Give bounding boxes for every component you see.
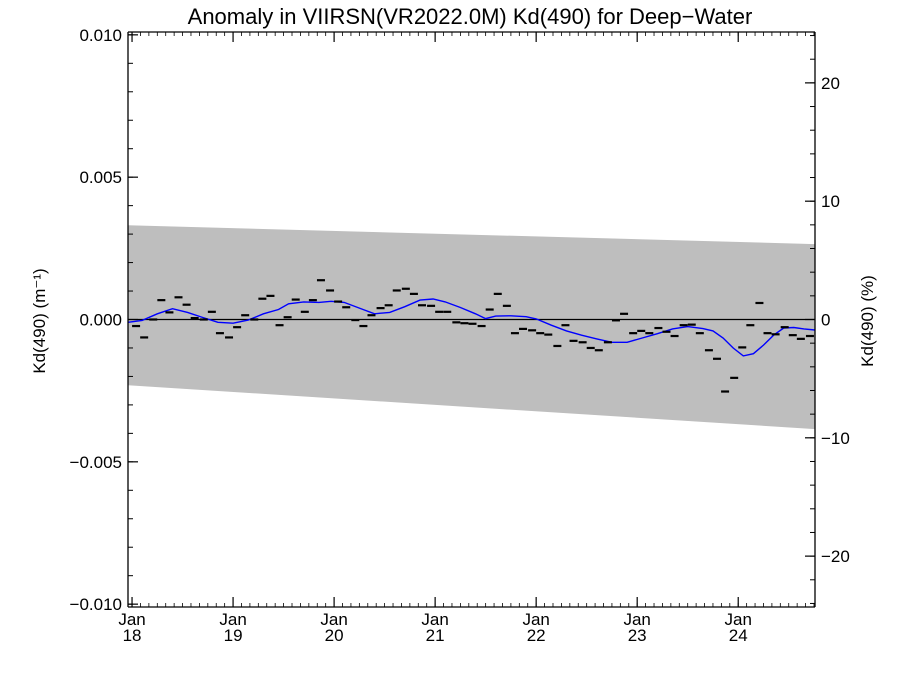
x-tick-label-year: 21: [426, 626, 445, 645]
x-tick-label-month: Jan: [320, 610, 347, 629]
x-tick-label-year: 19: [224, 626, 243, 645]
chart-title: Anomaly in VIIRSN(VR2022.0M) Kd(490) for…: [188, 4, 753, 29]
x-tick-label-year: 20: [325, 626, 344, 645]
smoothed-line-layer: [127, 298, 816, 357]
ticks-layer: 0.010 0.005 0.000 −0.005 −0.010 20 10 0 −10 −20 Ja…: [70, 26, 850, 645]
uncertainty-band-layer: [128, 225, 815, 430]
monthly-points-layer: [132, 279, 814, 393]
x-tick-label-month: Jan: [421, 610, 448, 629]
x-tick-label-month: Jan: [219, 610, 246, 629]
y-tick-label-right: −10: [821, 429, 850, 448]
y-tick-label-left: 0.010: [79, 26, 122, 45]
uncertainty-band: [128, 225, 815, 430]
x-tick-label-year: 22: [527, 626, 546, 645]
y-tick-label-left: 0.000: [79, 311, 122, 330]
y-tick-label-left: −0.005: [70, 453, 122, 472]
y-tick-label-left: 0.005: [79, 168, 122, 187]
smoothed-anomaly-line: [127, 298, 816, 357]
y-tick-label-right: 0: [821, 311, 830, 330]
y-tick-label-right: 20: [821, 74, 840, 93]
x-tick-label-month: Jan: [623, 610, 650, 629]
x-tick-label-month: Jan: [725, 610, 752, 629]
y-tick-label-right: 10: [821, 192, 840, 211]
y-axis-label-right: Kd(490) (%): [858, 275, 877, 367]
x-tick-label-month: Jan: [522, 610, 549, 629]
y-tick-label-right: −20: [821, 547, 850, 566]
x-tick-label-year: 23: [628, 626, 647, 645]
x-tick-label-year: 24: [729, 626, 748, 645]
x-tick-label-month: Jan: [118, 610, 145, 629]
x-tick-label-year: 18: [123, 626, 142, 645]
y-axis-label-left: Kd(490) (m⁻¹): [30, 268, 49, 373]
y-tick-label-left: −0.010: [70, 595, 122, 614]
